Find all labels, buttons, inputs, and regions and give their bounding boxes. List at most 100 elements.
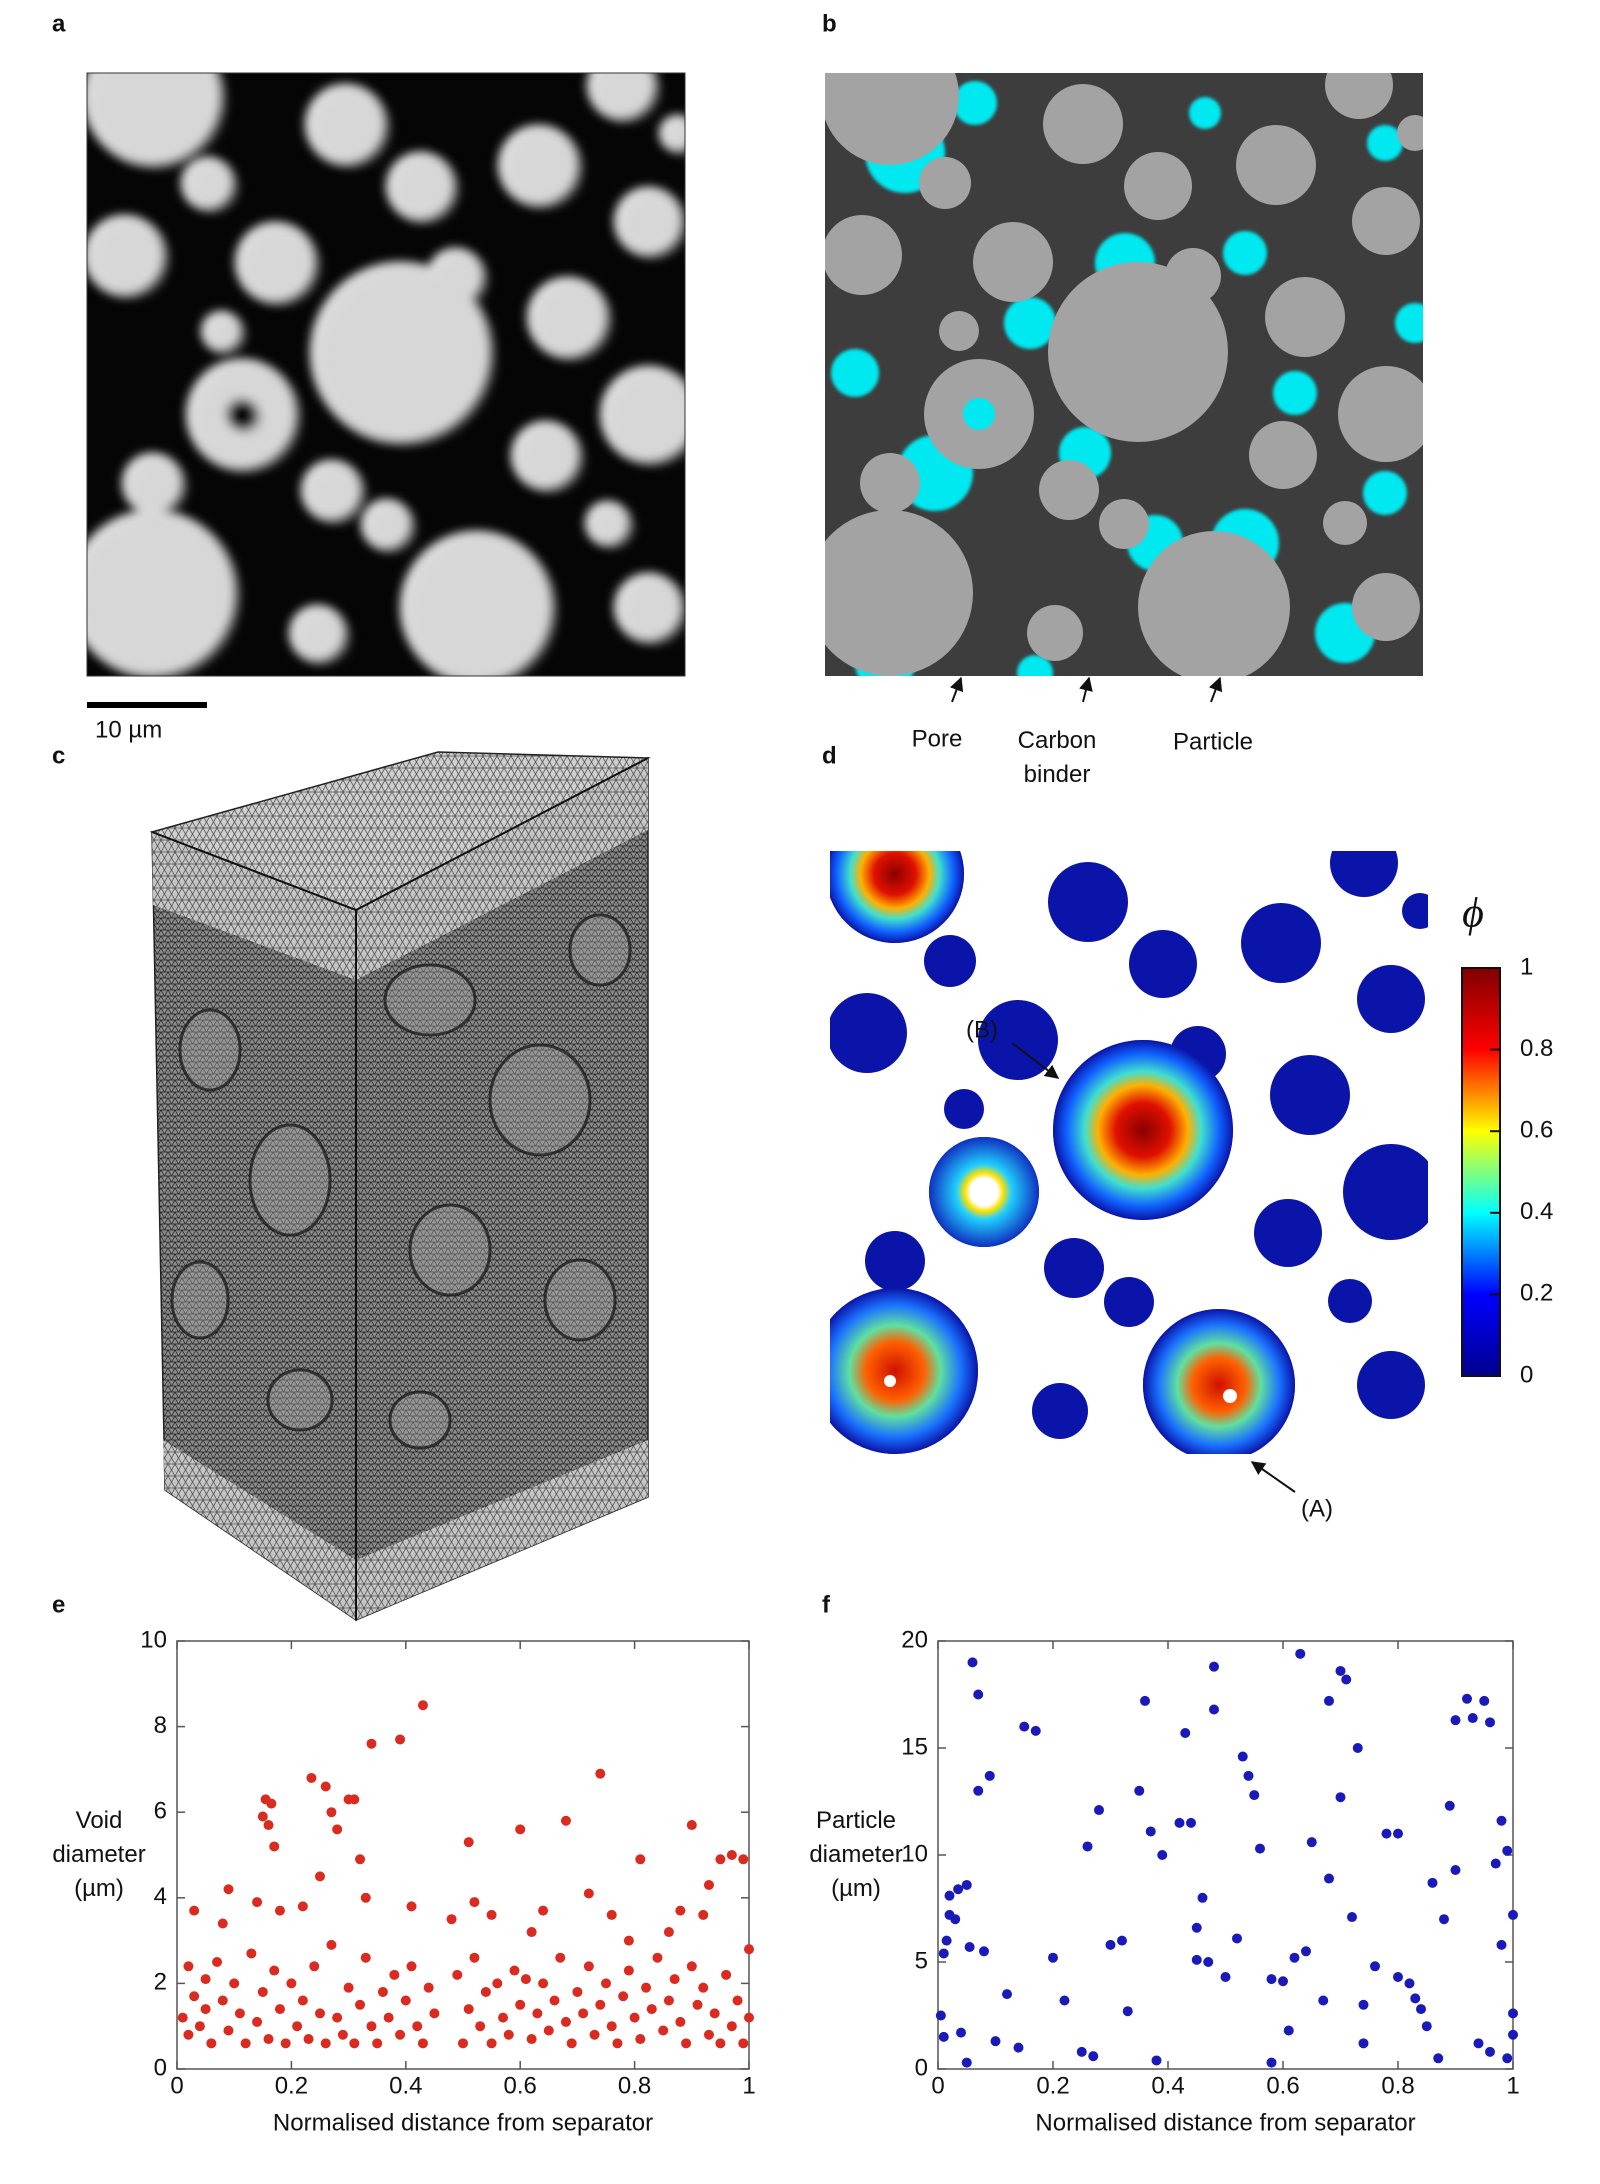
point [463, 2004, 474, 2015]
point [686, 1820, 697, 1831]
colorbar-tick-label: 0.8 [1520, 1035, 1553, 1062]
point [395, 1734, 406, 1745]
point [263, 1820, 274, 1831]
point [1341, 1674, 1352, 1685]
point [252, 1897, 263, 1908]
point [306, 1772, 317, 1783]
point [1289, 1952, 1300, 1963]
y-tick-label: 4 [154, 1883, 167, 1910]
point [1473, 2038, 1484, 2049]
y-tick-label: 20 [901, 1626, 928, 1653]
point [675, 2016, 686, 2027]
point [274, 2004, 285, 2015]
point [956, 2027, 966, 2038]
point [360, 1892, 371, 1903]
decoration [408, 1203, 492, 1297]
decoration [1053, 1040, 1233, 1220]
decoration [1223, 231, 1267, 275]
point [1410, 1993, 1421, 2004]
point [1502, 2053, 1513, 2064]
point [320, 1781, 331, 1792]
colorbar-tick-label: 0.2 [1520, 1280, 1553, 1307]
point [532, 2008, 543, 2019]
point [1209, 1704, 1219, 1715]
decoration [170, 913, 632, 1450]
point [332, 2012, 343, 2023]
point [1145, 1826, 1156, 1837]
segmentation-label: Carbon binder [1017, 727, 1097, 788]
point [732, 1995, 743, 2006]
point [257, 1811, 268, 1822]
point [1186, 1817, 1196, 1828]
point [738, 2038, 749, 2049]
point [1249, 1790, 1260, 1801]
point [703, 2029, 714, 2040]
point [360, 1952, 371, 1963]
panel-label: f [822, 1591, 831, 1618]
point [1237, 1751, 1248, 1762]
y-tick-label: 10 [140, 1626, 167, 1653]
point [1076, 2046, 1087, 2057]
arrow [1011, 1042, 1060, 1079]
x-tick-label: 0.4 [389, 2072, 422, 2099]
decoration [1004, 297, 1056, 349]
decoration [1143, 1309, 1295, 1454]
point [475, 2021, 486, 2032]
point [1140, 1695, 1150, 1706]
point [194, 2021, 205, 2032]
point [686, 1961, 697, 1972]
point [1427, 1877, 1438, 1888]
point [1013, 2042, 1024, 2053]
point [1324, 1695, 1334, 1706]
decoration [170, 1260, 230, 1340]
point [1283, 2025, 1294, 2036]
point [515, 1999, 526, 2010]
point [589, 2029, 600, 2040]
x-tick-label: 0 [931, 2072, 944, 2099]
decoration [356, 758, 648, 980]
point [280, 2038, 291, 2049]
arrow [950, 676, 964, 703]
point [343, 1982, 354, 1993]
colorbar-tick-label: 0.6 [1520, 1117, 1553, 1144]
point [1088, 2051, 1099, 2062]
point [1019, 1721, 1030, 1732]
point [726, 1850, 737, 1860]
point [337, 2029, 348, 2040]
point [1404, 1978, 1415, 1989]
point [234, 2008, 245, 2019]
point [366, 2021, 377, 2032]
point [543, 2025, 554, 2036]
decoration [830, 851, 964, 943]
decoration [152, 832, 356, 980]
point [1508, 1909, 1518, 1920]
colorbar-tick-label: 0 [1520, 1361, 1533, 1388]
point [984, 1770, 995, 1781]
point [406, 1901, 417, 1912]
point [269, 1841, 280, 1852]
y-tick-label: 10 [901, 1840, 928, 1867]
point [1467, 1713, 1478, 1724]
image-border [86, 72, 686, 677]
point [703, 1879, 714, 1890]
point [309, 1961, 320, 1972]
point [1157, 1850, 1168, 1860]
scale-bar-label: 10 µm [95, 716, 162, 743]
point [726, 2021, 737, 2032]
x-tick-label: 0.4 [1151, 2072, 1184, 2099]
point [692, 1999, 703, 2010]
point [1450, 1715, 1461, 1726]
point [549, 1995, 560, 2006]
point [189, 1991, 200, 2002]
point [1105, 1939, 1116, 1950]
point [498, 2012, 509, 2023]
point [738, 1854, 749, 1865]
point [1220, 1971, 1231, 1982]
point [669, 1974, 680, 1985]
segmentation-label: Pore [912, 725, 963, 752]
point [1134, 1785, 1145, 1796]
y-tick-label: 5 [915, 1947, 928, 1974]
tomography-image [87, 73, 685, 676]
point [967, 1657, 978, 1668]
